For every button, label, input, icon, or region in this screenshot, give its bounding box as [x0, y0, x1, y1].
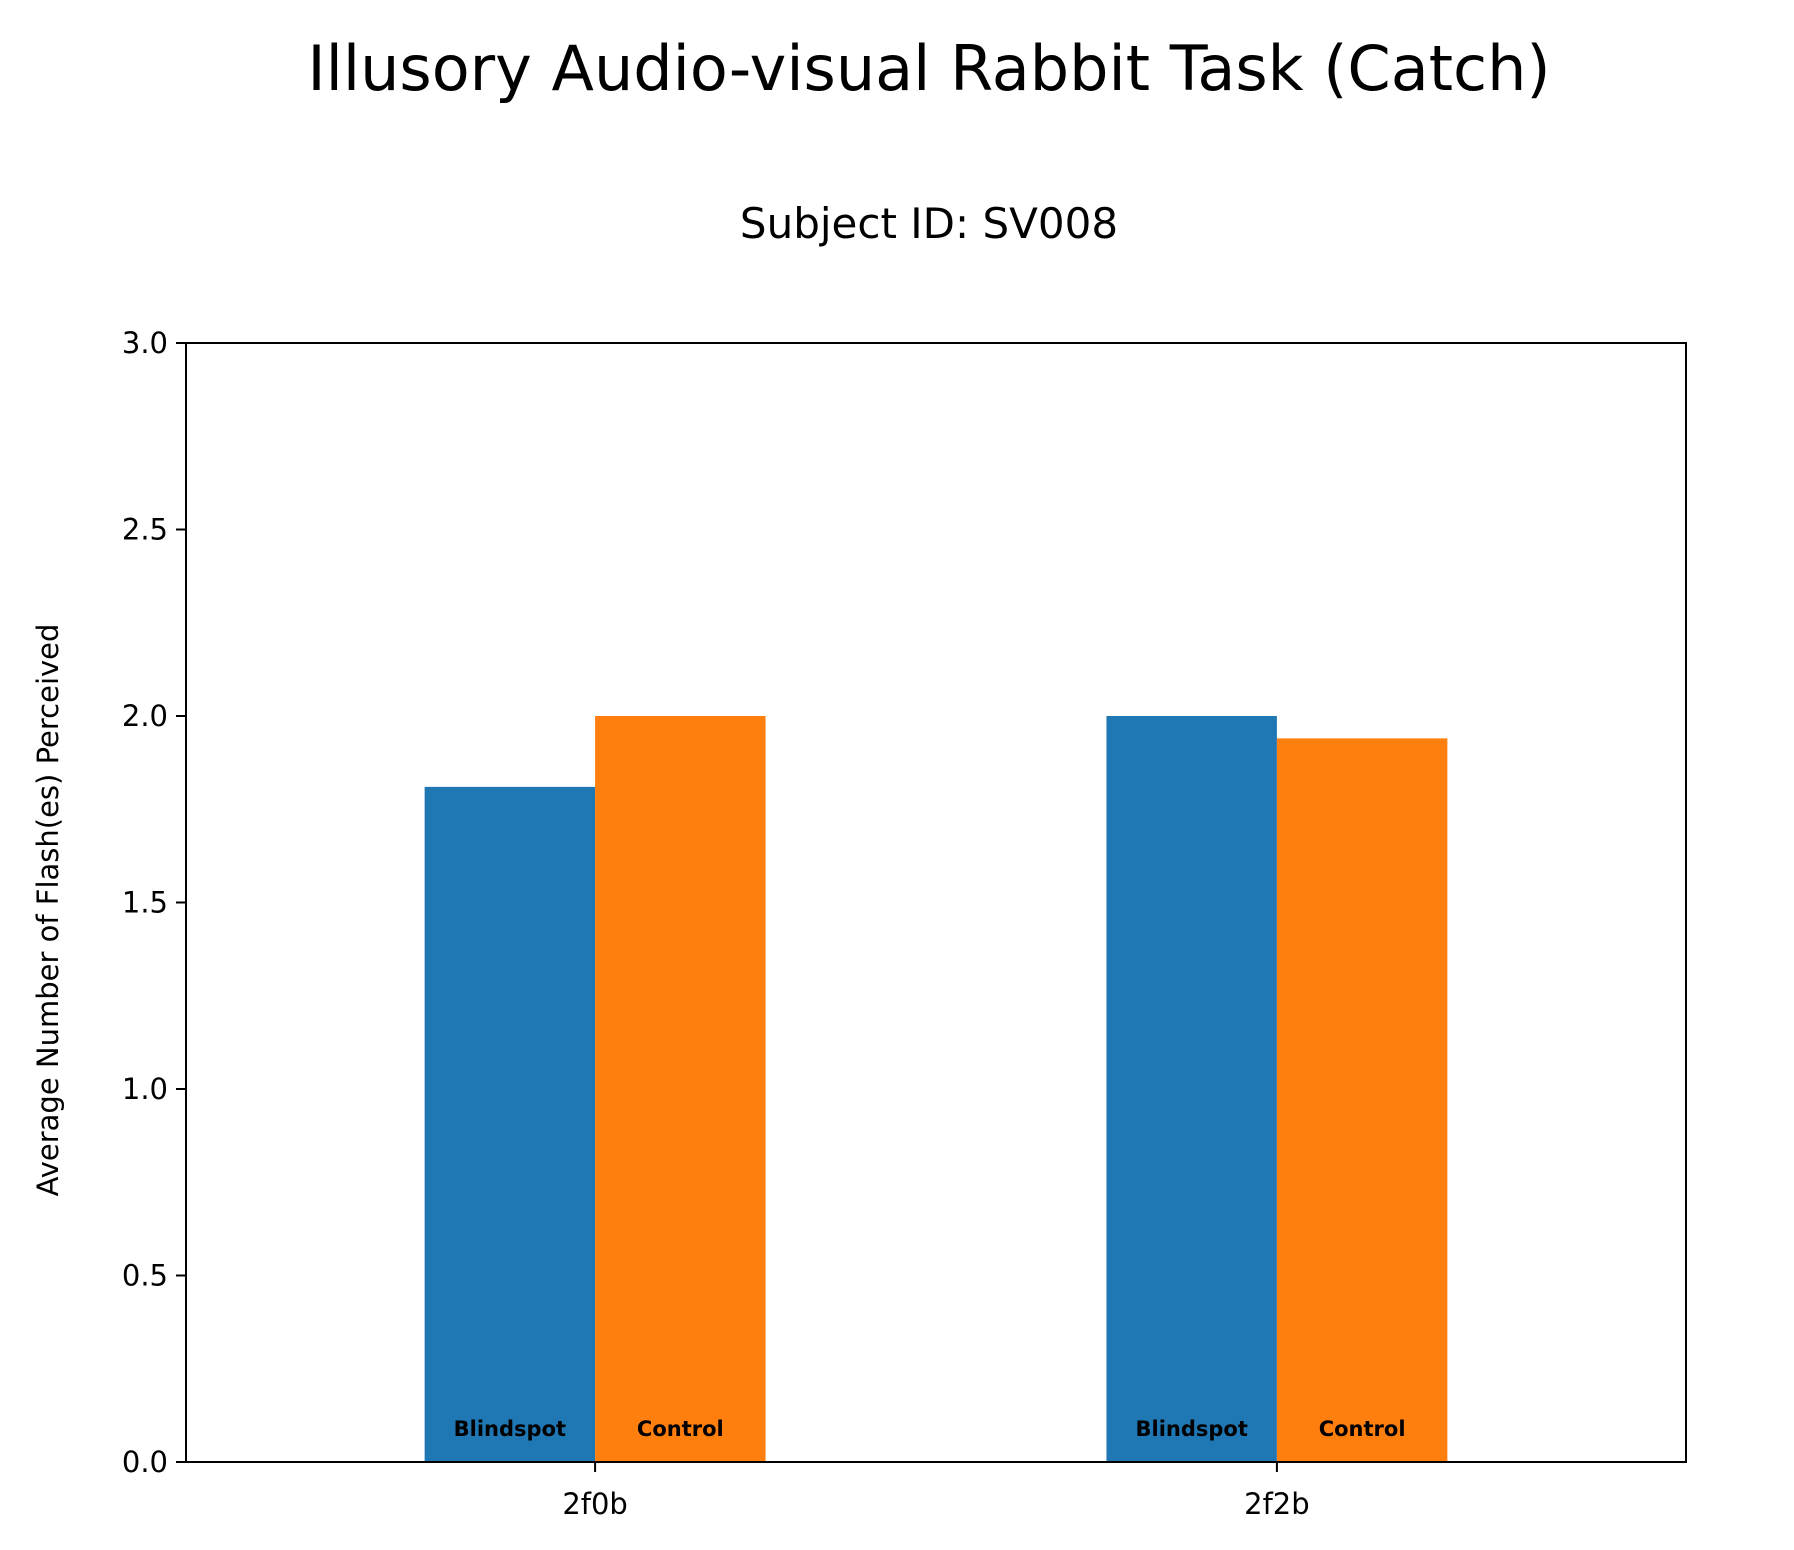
y-axis-label: Average Number of Flash(es) Perceived — [31, 624, 65, 1197]
bar-2f2b-control — [1276, 738, 1448, 1462]
y-tick-label: 1.0 — [122, 1072, 168, 1106]
x-axis: 2f0b 2f2b — [562, 1462, 1310, 1521]
bars-group — [424, 716, 1448, 1462]
y-tick-label: 0.0 — [122, 1445, 168, 1479]
y-tick-label: 2.5 — [122, 513, 168, 547]
x-tick-label: 2f0b — [562, 1487, 628, 1521]
y-tick-label: 1.5 — [122, 886, 168, 920]
bar-label-2f0b-blindspot: Blindspot — [454, 1417, 566, 1441]
bar-labels-group: Blindspot Control Blindspot Control — [454, 1417, 1406, 1441]
bar-2f0b-blindspot — [424, 786, 596, 1462]
bar-2f2b-blindspot — [1106, 716, 1277, 1462]
bar-label-2f2b-control: Control — [1319, 1417, 1406, 1441]
y-tick-label: 2.0 — [122, 699, 168, 733]
bar-2f0b-control — [595, 716, 766, 1462]
y-axis: 0.0 0.5 1.0 1.5 2.0 2.5 3.0 — [122, 326, 186, 1479]
chart-subtitle: Subject ID: SV008 — [740, 199, 1118, 248]
y-tick-label: 0.5 — [122, 1259, 168, 1293]
bar-label-2f2b-blindspot: Blindspot — [1135, 1417, 1247, 1441]
y-tick-label: 3.0 — [122, 326, 168, 360]
x-tick-label: 2f2b — [1244, 1487, 1310, 1521]
bar-label-2f0b-control: Control — [637, 1417, 724, 1441]
chart-title: Illusory Audio-visual Rabbit Task (Catch… — [307, 32, 1550, 105]
plot-frame — [185, 342, 1687, 1463]
